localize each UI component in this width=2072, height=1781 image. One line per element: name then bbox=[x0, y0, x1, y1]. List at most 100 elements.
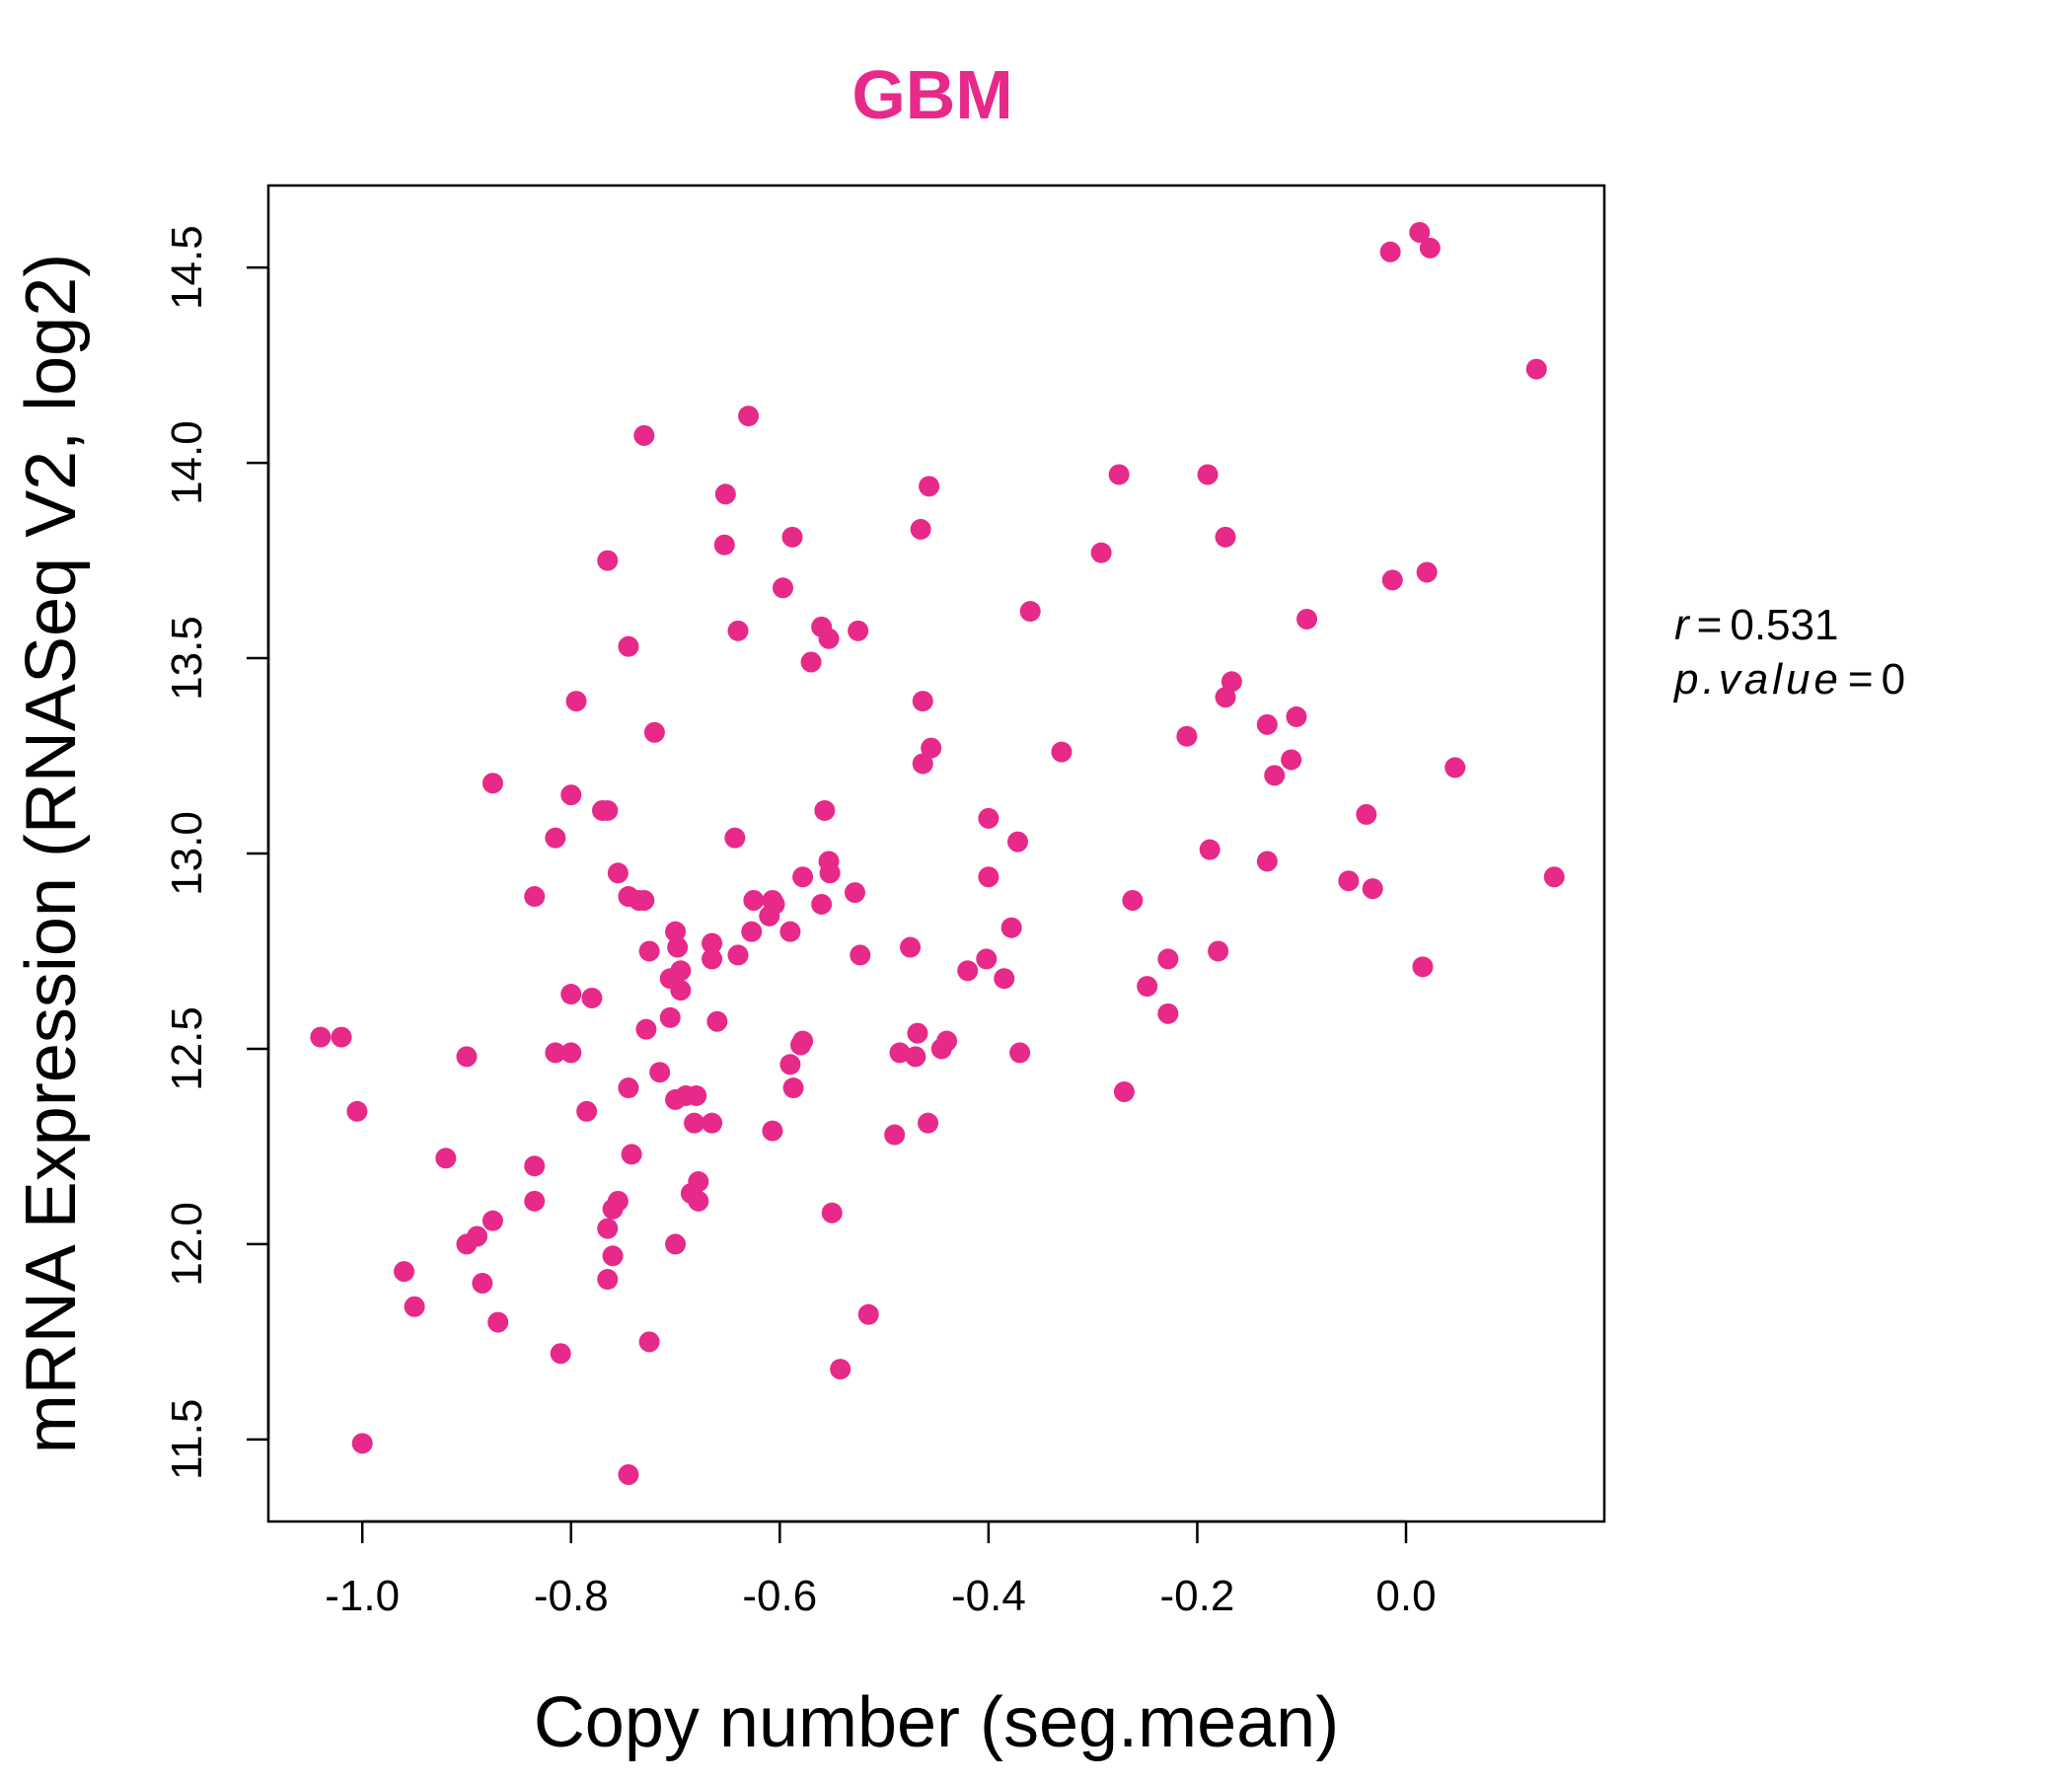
data-point bbox=[848, 620, 869, 641]
y-tick-label: 12.5 bbox=[163, 1006, 211, 1091]
data-point bbox=[811, 893, 833, 915]
data-point bbox=[976, 948, 998, 970]
data-point bbox=[978, 807, 999, 829]
data-point bbox=[524, 1155, 546, 1177]
data-point bbox=[1362, 878, 1383, 900]
data-point bbox=[1416, 561, 1438, 583]
chart-title: GBM bbox=[851, 56, 1012, 133]
data-point bbox=[618, 1077, 639, 1099]
data-point bbox=[1409, 222, 1431, 244]
data-point bbox=[643, 721, 665, 743]
data-point bbox=[576, 1100, 598, 1122]
data-point bbox=[621, 1144, 642, 1165]
data-point bbox=[830, 1359, 851, 1380]
data-point bbox=[1381, 569, 1403, 591]
data-point bbox=[764, 893, 785, 915]
x-tick-label: 0.0 bbox=[1375, 1572, 1436, 1620]
data-point bbox=[792, 1030, 814, 1052]
data-point bbox=[936, 1030, 958, 1052]
data-point bbox=[638, 1331, 660, 1353]
data-point bbox=[435, 1148, 457, 1169]
data-point bbox=[565, 691, 587, 712]
data-point bbox=[394, 1261, 415, 1283]
data-point bbox=[560, 1042, 582, 1064]
data-point bbox=[524, 1190, 546, 1212]
x-tick-label: -0.2 bbox=[1160, 1572, 1235, 1620]
data-point bbox=[545, 827, 566, 849]
data-point bbox=[1296, 608, 1318, 630]
r-stat: r = 0.531 bbox=[1674, 601, 1838, 649]
data-point bbox=[702, 948, 723, 970]
data-point bbox=[1412, 956, 1434, 978]
data-point bbox=[1007, 831, 1029, 853]
data-point bbox=[1113, 1081, 1135, 1103]
data-point bbox=[665, 1233, 687, 1255]
data-point bbox=[821, 1202, 843, 1224]
data-point bbox=[918, 1112, 939, 1134]
data-point bbox=[714, 483, 736, 505]
data-point bbox=[727, 620, 749, 641]
data-point bbox=[819, 862, 841, 884]
data-point bbox=[607, 862, 629, 884]
data-point bbox=[1264, 765, 1286, 786]
data-point bbox=[706, 1010, 728, 1032]
data-point bbox=[792, 866, 814, 888]
y-axis-title: mRNA Expression (RNASeq V2, log2) bbox=[12, 254, 91, 1453]
data-point bbox=[781, 526, 803, 548]
data-point bbox=[467, 1225, 488, 1247]
data-point bbox=[782, 1077, 804, 1099]
data-point bbox=[889, 1042, 911, 1064]
y-tick-label: 13.0 bbox=[163, 811, 211, 896]
data-point bbox=[1157, 1002, 1179, 1024]
data-point bbox=[346, 1100, 368, 1122]
data-point bbox=[957, 960, 979, 982]
data-point bbox=[456, 1046, 478, 1068]
data-point bbox=[818, 628, 840, 649]
data-point bbox=[1108, 464, 1130, 485]
data-point bbox=[635, 1018, 657, 1040]
data-point bbox=[1543, 866, 1565, 888]
data-point bbox=[481, 1210, 503, 1231]
x-tick-label: -0.8 bbox=[534, 1572, 609, 1620]
data-point bbox=[665, 921, 687, 942]
data-point bbox=[1215, 687, 1236, 708]
y-tick-label: 14.0 bbox=[163, 420, 211, 505]
p-stat: p.value = 0 bbox=[1672, 655, 1905, 704]
data-point bbox=[900, 936, 922, 958]
data-point bbox=[1215, 526, 1236, 548]
data-point bbox=[1256, 713, 1278, 735]
data-point bbox=[1157, 948, 1179, 970]
data-point bbox=[472, 1272, 493, 1294]
data-point bbox=[919, 476, 940, 497]
data-point bbox=[607, 1190, 629, 1212]
data-point bbox=[1281, 749, 1302, 771]
data-point bbox=[1356, 803, 1377, 825]
data-point bbox=[762, 1120, 783, 1142]
data-point bbox=[351, 1433, 373, 1454]
data-point bbox=[1419, 237, 1441, 259]
r-stat-value: 0.531 bbox=[1730, 601, 1838, 649]
data-point bbox=[800, 651, 822, 673]
data-point bbox=[633, 424, 655, 446]
x-tick-label: -0.4 bbox=[951, 1572, 1026, 1620]
data-point bbox=[1208, 940, 1229, 962]
data-point bbox=[1221, 671, 1242, 693]
data-point bbox=[597, 799, 619, 821]
data-point bbox=[659, 1006, 681, 1028]
data-point bbox=[850, 944, 871, 966]
data-point bbox=[857, 1303, 879, 1325]
data-point bbox=[727, 944, 749, 966]
r-stat-label: r bbox=[1674, 601, 1691, 649]
x-tick-label: -1.0 bbox=[325, 1572, 400, 1620]
data-point bbox=[741, 921, 763, 942]
data-point bbox=[1338, 870, 1360, 892]
data-point bbox=[404, 1296, 425, 1317]
y-tick-label: 13.5 bbox=[163, 616, 211, 701]
data-point bbox=[649, 1062, 671, 1083]
data-point bbox=[481, 773, 503, 794]
data-point bbox=[994, 968, 1015, 990]
data-point bbox=[1137, 976, 1158, 998]
data-point bbox=[702, 1112, 723, 1134]
stats-annotation: r = 0.531 p.value = 0 bbox=[1672, 601, 1905, 704]
